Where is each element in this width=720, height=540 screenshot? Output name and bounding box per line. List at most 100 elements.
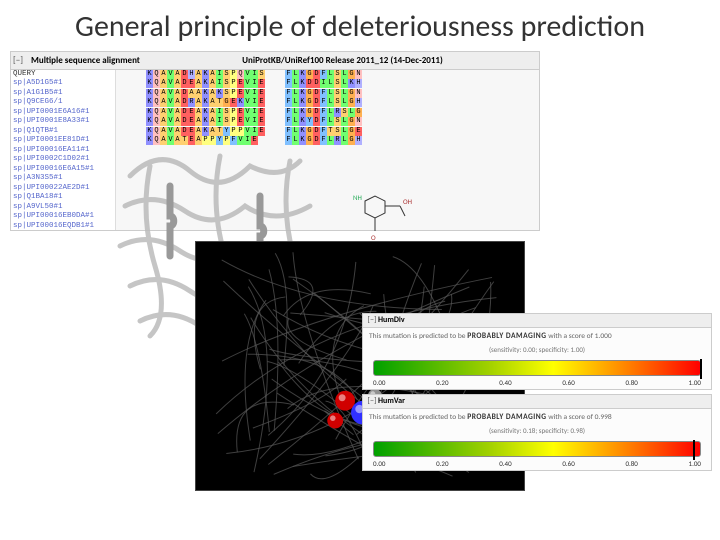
aa-cell: A — [174, 117, 181, 126]
aa-cell: D — [181, 89, 188, 98]
msa-row: FLKGDFLSLGH — [285, 98, 362, 108]
msa-row: KQAVADAAKAKSPEVIE — [146, 89, 265, 99]
msa-title: Multiple sequence alignment — [25, 55, 146, 66]
aa-cell: Q — [153, 108, 160, 117]
aa-cell: A — [160, 98, 167, 107]
aa-cell: S — [334, 117, 341, 126]
aa-cell: F — [285, 79, 292, 88]
gradient-bar — [373, 360, 701, 376]
aa-cell: P — [230, 108, 237, 117]
aa-cell: G — [348, 70, 355, 79]
aa-cell: N — [355, 70, 362, 79]
aa-cell: V — [244, 127, 251, 136]
chem-label: OH — [403, 197, 412, 206]
aa-cell: L — [341, 117, 348, 126]
aa-cell: I — [251, 70, 258, 79]
aa-cell: S — [223, 79, 230, 88]
aa-cell: K — [202, 89, 209, 98]
aa-cell: L — [292, 127, 299, 136]
msa-id[interactable]: sp|Q9CEG6/1 — [11, 98, 115, 108]
aa-cell: A — [174, 79, 181, 88]
aa-cell: R — [334, 108, 341, 117]
aa-cell: G — [348, 127, 355, 136]
aa-cell: A — [160, 127, 167, 136]
aa-cell: V — [244, 108, 251, 117]
aa-cell: K — [299, 117, 306, 126]
aa-cell: K — [216, 89, 223, 98]
aa-cell: A — [160, 108, 167, 117]
aa-cell: E — [188, 108, 195, 117]
collapse-icon[interactable]: [−] — [11, 55, 25, 66]
aa-cell: A — [160, 79, 167, 88]
aa-cell: H — [355, 79, 362, 88]
collapse-icon[interactable]: [−] — [366, 315, 378, 325]
aa-cell: D — [313, 89, 320, 98]
aa-cell: L — [327, 117, 334, 126]
msa-id[interactable]: sp|UPI0001E6A16#1 — [11, 108, 115, 118]
aa-cell: F — [320, 98, 327, 107]
tick-label: 0.80 — [625, 459, 637, 468]
aa-cell: I — [216, 70, 223, 79]
aa-cell: F — [320, 108, 327, 117]
aa-cell: A — [160, 117, 167, 126]
msa-id[interactable]: sp|A5D1G5#1 — [11, 79, 115, 89]
msa-row: KQAVADRAKATGEKVIE — [146, 98, 265, 108]
aa-cell: Q — [153, 70, 160, 79]
aa-cell: Y — [223, 127, 230, 136]
aa-cell: P — [230, 127, 237, 136]
aa-cell: L — [341, 127, 348, 136]
msa-id[interactable]: sp|A1G1B5#1 — [11, 89, 115, 99]
tick-label: 1.00 — [689, 459, 701, 468]
prediction-panel: [−]HumVarThis mutation is predicted to b… — [362, 394, 712, 471]
aa-cell: F — [285, 89, 292, 98]
aa-cell: D — [181, 117, 188, 126]
aa-cell: D — [313, 98, 320, 107]
aa-cell: G — [306, 89, 313, 98]
prediction-container: [−]HumDivThis mutation is predicted to b… — [362, 313, 712, 475]
canvas: [−] Multiple sequence alignment UniProtK… — [0, 51, 720, 501]
aa-cell: A — [174, 108, 181, 117]
msa-row: KQAVADEAKAISPEVIE — [146, 117, 265, 127]
aa-cell: V — [167, 127, 174, 136]
aa-cell: I — [251, 79, 258, 88]
aa-cell: K — [146, 79, 153, 88]
prediction-title: HumVar — [378, 396, 405, 406]
aa-cell: F — [285, 70, 292, 79]
aa-cell: G — [306, 98, 313, 107]
aa-cell: N — [355, 89, 362, 98]
aa-cell: I — [251, 127, 258, 136]
aa-cell: A — [195, 79, 202, 88]
aa-cell: A — [209, 98, 216, 107]
tick-label: 0.00 — [373, 459, 385, 468]
aa-cell: I — [251, 89, 258, 98]
aa-cell: Q — [153, 89, 160, 98]
aa-cell: I — [251, 117, 258, 126]
tick-label: 0.20 — [436, 459, 448, 468]
aa-cell: D — [313, 117, 320, 126]
aa-cell: K — [202, 127, 209, 136]
aa-cell: Q — [153, 117, 160, 126]
aa-cell: D — [181, 108, 188, 117]
aa-cell: L — [341, 98, 348, 107]
aa-cell: L — [348, 108, 355, 117]
collapse-icon[interactable]: [−] — [366, 396, 378, 406]
msa-id[interactable]: QUERY — [11, 70, 115, 80]
aa-cell: K — [299, 89, 306, 98]
aa-cell: E — [258, 108, 265, 117]
aa-cell: L — [292, 70, 299, 79]
msa-id[interactable]: sp|UPI0001E8A33#1 — [11, 117, 115, 127]
aa-cell: E — [237, 117, 244, 126]
aa-cell: E — [237, 108, 244, 117]
score-gradient: 0.000.200.400.600.801.00 — [373, 441, 701, 468]
aa-cell: A — [195, 98, 202, 107]
aa-cell: L — [327, 79, 334, 88]
aa-cell: A — [174, 127, 181, 136]
msa-row: FLKGDFLRSLG — [285, 108, 362, 118]
aa-cell: S — [223, 70, 230, 79]
aa-cell: T — [327, 127, 334, 136]
aa-cell: E — [258, 98, 265, 107]
aa-cell: P — [230, 89, 237, 98]
aa-cell: D — [181, 70, 188, 79]
tick-label: 0.40 — [499, 378, 511, 387]
aa-cell: L — [292, 79, 299, 88]
